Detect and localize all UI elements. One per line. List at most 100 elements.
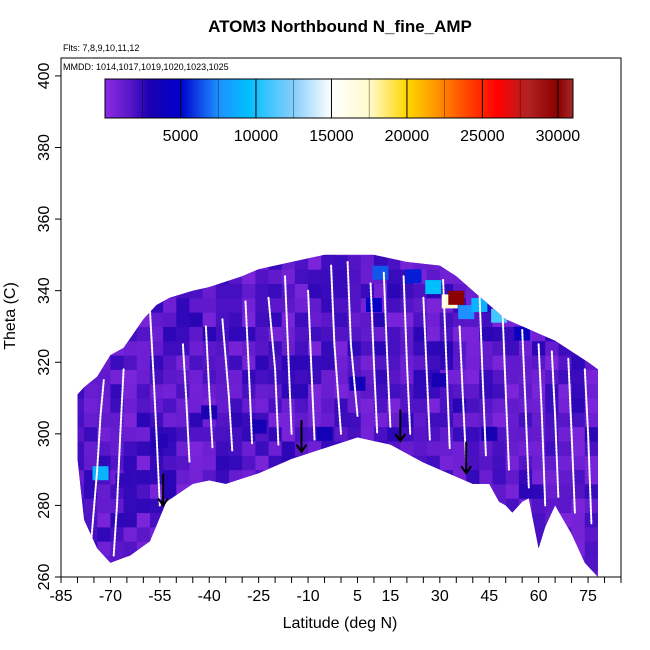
heatmap-cell: [229, 254, 243, 270]
heatmap-cell: [123, 326, 138, 342]
heatmap-cell: [215, 555, 230, 571]
heatmap-cell: [163, 326, 177, 342]
heatmap-cell: [123, 498, 138, 514]
heatmap-cell: [163, 526, 177, 542]
heatmap-cell: [255, 555, 270, 571]
heatmap-cell: [294, 398, 309, 413]
heatmap-cell: [215, 297, 230, 313]
flight-profile-line: [244, 300, 254, 446]
heatmap-cell: [294, 541, 309, 557]
heatmap-cell: [334, 254, 349, 256]
heatmap-cell: [400, 326, 414, 342]
heatmap-cell: [215, 440, 230, 456]
heatmap-cell: [505, 512, 520, 528]
heatmap-cell: [281, 469, 296, 485]
heatmap-cell: [598, 498, 612, 513]
heatmap-cell: [215, 254, 230, 270]
heatmap-cell: [571, 512, 586, 528]
heatmap-cell: [281, 283, 296, 299]
heatmap-cell: [518, 340, 533, 356]
x-axis-tick-label: -55: [148, 588, 171, 605]
heatmap-cell: [77, 297, 85, 313]
heatmap-cell: [77, 269, 85, 284]
heatmap-cell: [321, 512, 335, 528]
heatmap-cell: [360, 326, 375, 342]
heatmap-cell: [189, 526, 204, 542]
heatmap-cell: [373, 440, 388, 456]
heatmap-cell: [268, 340, 283, 356]
heatmap-cell: [334, 355, 349, 370]
heatmap-cell: [281, 426, 296, 442]
heatmap-cell: [308, 326, 322, 342]
heatmap-cell: [242, 254, 256, 256]
heatmap-cell: [532, 526, 546, 542]
heatmap-anomaly-cell: [481, 426, 498, 441]
heatmap-cell: [321, 412, 335, 428]
heatmap-cell: [77, 440, 85, 456]
heatmap-cell: [176, 498, 190, 514]
heatmap-cell: [321, 541, 335, 557]
heatmap-cell: [413, 383, 428, 399]
heatmap-cell: [387, 498, 401, 514]
heatmap-cell: [413, 283, 428, 299]
heatmap-cell: [439, 469, 454, 485]
heatmap-cell: [479, 398, 494, 413]
heatmap-cell: [294, 412, 309, 428]
heatmap-cell: [532, 383, 546, 399]
flight-profile-line: [442, 278, 451, 450]
heatmap-cell: [598, 326, 612, 341]
heatmap-cell: [439, 383, 454, 399]
heatmap-cell: [347, 412, 362, 428]
heatmap-cell: [400, 483, 414, 499]
heatmap-cell: [281, 398, 296, 413]
heatmap-cell: [123, 526, 138, 542]
x-axis-tick-label: -85: [49, 588, 72, 605]
heatmap-cell: [466, 455, 480, 471]
heatmap-cell: [321, 297, 335, 313]
heatmap-cell: [453, 555, 467, 571]
heatmap-cell: [387, 254, 401, 270]
heatmap-cell: [136, 555, 151, 571]
heatmap-cell: [84, 498, 98, 514]
heatmap-cell: [532, 326, 546, 342]
heatmap-cell: [545, 312, 559, 327]
heatmap-cell: [387, 469, 401, 485]
heatmap-cell: [294, 355, 309, 370]
heatmap-cell: [163, 412, 177, 428]
heatmap-cell: [163, 498, 177, 514]
arrow-head: [295, 444, 308, 454]
heatmap-cell: [77, 254, 85, 270]
heatmap-cell: [558, 326, 573, 342]
heatmap-cell: [505, 297, 520, 313]
heatmap-cell: [77, 312, 85, 327]
heatmap-cell: [373, 455, 388, 471]
heatmap-cell: [505, 254, 520, 256]
heatmap-cell: [255, 254, 270, 256]
heatmap-cell: [545, 326, 559, 342]
heatmap-cell: [268, 269, 283, 284]
heatmap-cell: [189, 469, 204, 485]
heatmap-cell: [426, 526, 441, 542]
heatmap-cell: [110, 254, 125, 256]
heatmap-cell: [202, 541, 217, 557]
heatmap-cell: [545, 398, 559, 413]
heatmap-cell: [598, 484, 612, 499]
heatmap-cell: [163, 254, 177, 256]
heatmap-cell: [97, 340, 111, 356]
heatmap-cell: [215, 283, 230, 299]
heatmap-cell: [255, 283, 270, 299]
heatmap-cell: [584, 355, 598, 370]
heatmap-cell: [598, 470, 612, 485]
heatmap-cell: [505, 412, 520, 428]
heatmap-cell: [426, 498, 441, 514]
heatmap-cell: [308, 483, 322, 499]
heatmap-cell: [215, 541, 230, 557]
heatmap-cell: [321, 440, 335, 456]
heatmap-cell: [571, 440, 586, 456]
heatmap-cell: [136, 440, 151, 456]
heatmap-cell: [373, 326, 388, 342]
heatmap-cell: [545, 469, 559, 485]
heatmap-cell: [492, 283, 507, 299]
chart-title: ATOM3 Northbound N_fine_AMP: [208, 17, 472, 36]
